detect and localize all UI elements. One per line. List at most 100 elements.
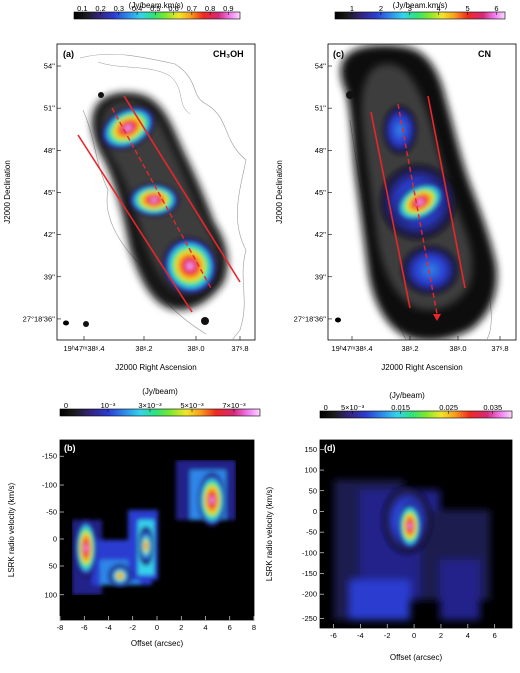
y-tick-label: 48'' — [44, 146, 56, 155]
pv-d-xlabel: Offset (arcsec) — [390, 653, 443, 662]
x-tick-label: -6 — [330, 631, 337, 640]
colorbar-d — [319, 410, 513, 419]
y-tick-label: 100 — [304, 466, 317, 475]
colorbar-tick-label: 7×10⁻³ — [222, 401, 246, 410]
map-a-peak-middle — [128, 183, 180, 217]
colorbar-tick-label: 0.6 — [168, 4, 178, 13]
y-tick-label: -100 — [42, 481, 57, 490]
colorbar-tick-label: 0 — [64, 401, 68, 410]
map-c-emission-north — [382, 104, 418, 156]
x-tick-label: -2 — [384, 631, 391, 640]
x-tick-label: 2 — [179, 623, 183, 632]
y-tick-label: -200 — [302, 590, 317, 599]
y-tick-label: 48'' — [315, 146, 327, 155]
map-c-slit-center — [397, 103, 438, 315]
x-tick-label: -4 — [105, 623, 112, 632]
panel-a-molecule: CH₃OH — [213, 49, 244, 59]
map-a-image — [77, 53, 247, 340]
pv-b-axis-ticks: -150 -100 -50 0 50 100 -8 -6 -4 -2 0 2 4 6 8 — [42, 452, 256, 632]
colorbar-tick-label: 0.5 — [150, 4, 160, 13]
panel-a-label: (a) — [63, 49, 74, 59]
colorbar-tick-label: 0.2 — [95, 4, 105, 13]
y-tick-label: -150 — [42, 452, 57, 461]
map-c-ylabel: J2000 Declination — [275, 160, 284, 224]
colorbar-tick-label: 0.7 — [187, 4, 197, 13]
pv-d-image — [334, 480, 490, 620]
map-a-peak-south — [161, 236, 219, 296]
panel-b: (Jy/beam) 0 10⁻³ 3×10⁻³ 5×10⁻³ 7×10⁻³ (b) -1… — [7, 387, 261, 648]
pv-b-ylabel: LSRK radio velocity (km/s) — [7, 483, 16, 578]
pv-b-peak-right — [198, 472, 226, 528]
x-tick-label: 37ˢ.8 — [491, 344, 508, 353]
colorbar-a-ticks: 0.1 0.2 0.3 0.4 0.5 0.6 0.7 0.8 0.9 — [77, 4, 234, 15]
y-tick-label: 0 — [53, 535, 57, 544]
colorbar-tick-label: 0.025 — [439, 403, 458, 412]
y-tick-label: 42'' — [315, 230, 327, 239]
map-c-xlabel: J2000 Right Ascension — [381, 363, 462, 372]
x-tick-label: 0 — [412, 631, 416, 640]
y-tick-label: 39'' — [44, 272, 56, 281]
colorbar-tick-label: 0.8 — [205, 4, 215, 13]
y-tick-label: 45'' — [44, 188, 56, 197]
colorbar-tick-label: 5 — [466, 4, 470, 13]
colorbar-a-unit: (Jy/beam.km/s) — [129, 1, 184, 10]
x-tick-label: 38ˢ.0 — [187, 344, 204, 353]
colorbar-tick-label: 0 — [324, 403, 328, 412]
map-c-slit-left — [370, 111, 411, 309]
x-tick-label: 2 — [439, 631, 443, 640]
colorbar-a — [73, 11, 241, 20]
x-tick-label: 6 — [493, 631, 497, 640]
colorbar-c-ticks: 1 2 3 4 5 6 — [350, 4, 499, 15]
pv-d-peak — [398, 502, 422, 550]
colorbar-tick-label: 4 — [437, 4, 441, 13]
x-tick-label: 4 — [466, 631, 470, 640]
colorbar-tick-label: 0.9 — [223, 4, 233, 13]
colorbar-c — [334, 11, 506, 20]
map-a-ylabel: J2000 Declination — [3, 160, 12, 224]
x-tick-label: 38ˢ.2 — [135, 344, 152, 353]
map-c-beam — [335, 317, 341, 323]
y-tick-label: 54'' — [315, 62, 327, 71]
map-c-image — [340, 45, 497, 340]
panel-d-label: (d) — [324, 443, 336, 453]
colorbar-tick-label: 3×10⁻³ — [138, 401, 162, 410]
y-tick-label: 51'' — [315, 104, 327, 113]
panel-c-molecule: CN — [478, 49, 491, 59]
panel-d: (Jy/beam) 0 5×10⁻³ 0.015 0.025 0.035 (d) 150… — [265, 391, 513, 662]
x-tick-label: 38ˢ.0 — [449, 344, 466, 353]
pv-d-ylabel: LSRK radio velocity (km/s) — [265, 487, 274, 582]
y-tick-label: -50 — [306, 528, 317, 537]
map-a-spot-3 — [83, 321, 89, 327]
y-tick-label: 27°18'36'' — [294, 314, 327, 323]
colorbar-tick-label: 5×10⁻³ — [180, 401, 204, 410]
map-a-spot-2 — [201, 317, 209, 325]
map-c-axis-ticks: 54'' 51'' 48'' 45'' 42'' 39'' 27°18'36'' 19ʰ47ᵐ… — [294, 62, 509, 354]
x-tick-label: 8 — [252, 623, 256, 632]
y-tick-label: 50 — [49, 562, 57, 571]
colorbar-b-ticks: 0 10⁻³ 3×10⁻³ 5×10⁻³ 7×10⁻³ — [64, 401, 246, 412]
y-tick-label: 51'' — [44, 104, 56, 113]
map-c-spot — [346, 91, 354, 99]
pv-b-blob-low — [108, 564, 132, 588]
colorbar-b — [59, 408, 261, 417]
map-c-emission-south — [400, 244, 460, 296]
y-tick-label: 45'' — [315, 188, 327, 197]
map-a-spot — [98, 92, 104, 98]
y-tick-label: 50 — [309, 486, 317, 495]
pv-b-peak-left — [75, 518, 97, 578]
colorbar-tick-label: 0.015 — [391, 403, 410, 412]
x-tick-label: -2 — [129, 623, 136, 632]
colorbar-tick-label: 6 — [494, 4, 498, 13]
y-tick-label: -150 — [302, 569, 317, 578]
y-tick-label: -50 — [46, 508, 57, 517]
map-a-slit-right — [123, 95, 241, 283]
map-c-slit-right — [427, 95, 466, 289]
colorbar-d-ticks: 0 5×10⁻³ 0.015 0.025 0.035 — [324, 403, 502, 414]
x-tick-label: 6 — [228, 623, 232, 632]
y-tick-label: 150 — [304, 445, 317, 454]
colorbar-c-unit: (Jy/beam.km/s) — [393, 1, 448, 10]
x-tick-label: 38ˢ.2 — [401, 344, 418, 353]
pv-d-axis-ticks: 150 100 50 0 -50 -100 -150 -200 -250 -6 -4 -2 0 2 4 6 — [302, 445, 497, 640]
colorbar-tick-label: 1 — [350, 4, 354, 13]
